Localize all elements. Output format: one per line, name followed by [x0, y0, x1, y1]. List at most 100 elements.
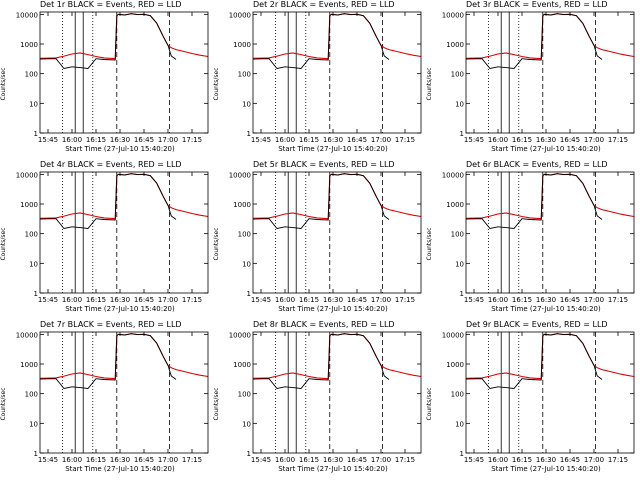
lld-series-line	[252, 173, 422, 220]
x-tick-label: 16:45	[347, 296, 367, 304]
panel-title: Det 9r BLACK = Events, RED = LLD	[466, 320, 608, 329]
y-tick-label: 1000	[446, 41, 464, 49]
panel-plot: 1 10 100 1000 10000 15:45 16:00 16:15 16:30 16:45…	[442, 171, 635, 304]
x-axis-label: Start Time (27-Jul-10 15:40:20)	[278, 305, 388, 313]
x-tick-label: 16:00	[275, 456, 295, 464]
plot-frame	[39, 331, 209, 454]
x-axis-label: Start Time (27-Jul-10 15:40:20)	[65, 145, 175, 153]
x-tick-label: 16:15	[86, 456, 106, 464]
x-tick-label: 16:00	[275, 296, 295, 304]
x-tick-label: 16:45	[347, 136, 367, 144]
lld-series-line	[465, 173, 635, 220]
y-tick-label: 1	[34, 130, 38, 138]
x-tick-label: 15:45	[38, 296, 58, 304]
y-tick-label: 1000	[446, 201, 464, 209]
detector-panel: Det 6r BLACK = Events, RED = LLD Counts/s…	[426, 160, 639, 320]
detector-panel: Det 5r BLACK = Events, RED = LLD Counts/s…	[213, 160, 426, 320]
x-tick-label: 16:00	[62, 456, 82, 464]
x-axis-label: Start Time (27-Jul-10 15:40:20)	[491, 145, 601, 153]
x-tick-label: 16:30	[110, 136, 130, 144]
x-tick-label: 16:15	[299, 296, 319, 304]
x-tick-label: 15:45	[464, 456, 484, 464]
x-tick-label: 17:00	[371, 456, 391, 464]
y-tick-label: 1000	[446, 361, 464, 369]
y-tick-label: 10	[29, 260, 38, 268]
panel-plot: 1 10 100 1000 10000 15:45 16:00 16:15 16:30 16:45…	[229, 331, 422, 464]
plot-frame	[39, 171, 209, 294]
x-tick-label: 16:45	[347, 456, 367, 464]
x-tick-label: 17:15	[182, 296, 202, 304]
events-series-line	[252, 13, 390, 69]
x-tick-label: 17:00	[371, 136, 391, 144]
panel-plot: 1 10 100 1000 10000 15:45 16:00 16:15 16:30 16:45…	[442, 11, 635, 144]
y-tick-label: 10000	[442, 331, 464, 339]
x-tick-label: 16:45	[134, 456, 154, 464]
x-tick-label: 17:00	[158, 456, 178, 464]
x-tick-label: 17:00	[584, 296, 604, 304]
y-tick-label: 1	[247, 450, 251, 458]
y-tick-label: 10000	[442, 171, 464, 179]
detector-panel: Det 8r BLACK = Events, RED = LLD Counts/s…	[213, 320, 426, 480]
panel-plot: 1 10 100 1000 10000 15:45 16:00 16:15 16:30 16:45…	[229, 11, 422, 144]
x-tick-label: 16:30	[536, 136, 556, 144]
x-axis-label: Start Time (27-Jul-10 15:40:20)	[65, 305, 175, 313]
x-axis-label: Start Time (27-Jul-10 15:40:20)	[491, 465, 601, 473]
y-tick-label: 1	[460, 450, 464, 458]
x-tick-label: 17:15	[182, 456, 202, 464]
x-tick-label: 16:30	[323, 456, 343, 464]
panel-title: Det 2r BLACK = Events, RED = LLD	[253, 0, 395, 9]
y-tick-label: 10000	[16, 11, 38, 19]
panel-title: Det 8r BLACK = Events, RED = LLD	[253, 320, 395, 329]
x-tick-label: 16:45	[560, 296, 580, 304]
y-tick-label: 10	[242, 260, 251, 268]
y-tick-label: 1000	[233, 361, 251, 369]
x-tick-label: 16:15	[299, 136, 319, 144]
y-tick-label: 10000	[16, 171, 38, 179]
x-tick-label: 15:45	[38, 136, 58, 144]
plot-frame	[465, 11, 635, 134]
panel-title: Det 5r BLACK = Events, RED = LLD	[253, 160, 395, 169]
x-tick-label: 16:30	[536, 456, 556, 464]
lld-series-line	[465, 13, 635, 60]
x-axis-label: Start Time (27-Jul-10 15:40:20)	[278, 145, 388, 153]
y-tick-label: 100	[238, 71, 251, 79]
y-tick-label: 100	[451, 391, 464, 399]
detector-panel: Det 7r BLACK = Events, RED = LLD Counts/s…	[0, 320, 213, 480]
events-series-line	[465, 173, 603, 229]
y-tick-label: 1000	[233, 201, 251, 209]
x-tick-label: 17:00	[584, 136, 604, 144]
y-tick-label: 10	[242, 100, 251, 108]
events-series-line	[252, 333, 390, 389]
events-series-line	[252, 173, 390, 229]
x-tick-label: 16:30	[110, 296, 130, 304]
y-tick-label: 100	[451, 231, 464, 239]
detector-panel: Det 4r BLACK = Events, RED = LLD Counts/s…	[0, 160, 213, 320]
y-tick-label: 10000	[16, 331, 38, 339]
y-tick-label: 10	[455, 260, 464, 268]
panel-title: Det 3r BLACK = Events, RED = LLD	[466, 0, 608, 9]
x-tick-label: 17:00	[584, 456, 604, 464]
x-tick-label: 16:00	[275, 136, 295, 144]
y-tick-label: 100	[25, 71, 38, 79]
x-tick-label: 16:00	[488, 456, 508, 464]
x-tick-label: 17:15	[608, 456, 628, 464]
x-tick-label: 16:15	[86, 136, 106, 144]
y-tick-label: 10	[455, 100, 464, 108]
x-tick-label: 15:45	[251, 136, 271, 144]
x-tick-label: 16:45	[134, 296, 154, 304]
y-tick-label: 1	[34, 450, 38, 458]
y-tick-label: 10000	[229, 171, 251, 179]
y-tick-label: 1000	[20, 361, 38, 369]
x-tick-label: 17:15	[608, 136, 628, 144]
y-tick-label: 10	[29, 420, 38, 428]
x-tick-label: 16:15	[512, 456, 532, 464]
events-series-line	[39, 333, 177, 389]
x-tick-label: 16:30	[323, 136, 343, 144]
y-tick-label: 100	[238, 231, 251, 239]
x-tick-label: 15:45	[464, 296, 484, 304]
x-tick-label: 15:45	[251, 456, 271, 464]
detector-panel: Det 1r BLACK = Events, RED = LLD Counts/s…	[0, 0, 213, 160]
y-tick-label: 100	[238, 391, 251, 399]
x-axis-label: Start Time (27-Jul-10 15:40:20)	[65, 465, 175, 473]
panel-plot: 1 10 100 1000 10000 15:45 16:00 16:15 16:30 16:45…	[442, 331, 635, 464]
